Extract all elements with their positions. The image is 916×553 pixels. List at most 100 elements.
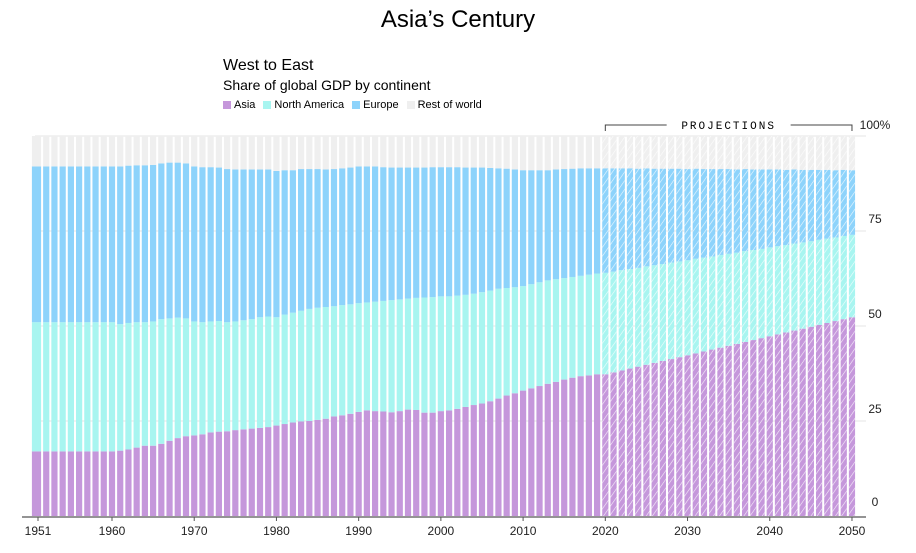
- projection-hatch: [791, 330, 798, 516]
- bar-north-america-1981: [281, 314, 288, 425]
- bar-rest-of-world-1972: [207, 136, 214, 168]
- bar-asia-1986: [322, 418, 329, 516]
- projection-hatch: [618, 270, 625, 371]
- bar-north-america-1986: [322, 307, 329, 419]
- projection-hatch: [758, 136, 765, 170]
- bar-north-america-1975: [232, 321, 239, 431]
- projection-hatch: [840, 319, 847, 516]
- projection-hatch: [824, 136, 831, 170]
- bar-europe-1990: [355, 166, 362, 304]
- projection-hatch: [766, 247, 773, 337]
- bar-rest-of-world-1996: [404, 136, 412, 168]
- projection-hatch: [741, 169, 749, 252]
- bar-asia-1992: [372, 411, 379, 516]
- bar-asia-1979: [265, 427, 272, 516]
- bar-rest-of-world-2013: [544, 136, 551, 171]
- projection-hatch: [783, 245, 790, 333]
- projection-hatch: [717, 136, 724, 170]
- bar-rest-of-world-2002: [454, 136, 461, 168]
- legend-item-europe: Europe: [352, 99, 399, 111]
- projection-hatch: [692, 168, 699, 259]
- bar-europe-1997: [413, 167, 420, 298]
- legend-label: Europe: [363, 99, 399, 111]
- projection-hatch: [741, 251, 749, 342]
- bar-europe-2015: [561, 169, 568, 279]
- projection-hatch: [700, 169, 708, 258]
- y-tick-label: 100%: [860, 118, 891, 132]
- bar-europe-1980: [273, 170, 280, 318]
- bar-asia-2013: [544, 383, 551, 516]
- bar-rest-of-world-1998: [421, 136, 428, 168]
- bar-asia-2017: [577, 376, 584, 516]
- bar-asia-1970: [191, 435, 198, 516]
- bar-europe-2003: [462, 167, 469, 295]
- legend-swatch: [352, 101, 361, 109]
- bar-asia-1951: [31, 451, 42, 516]
- projection-hatch: [676, 168, 683, 262]
- bar-rest-of-world-2008: [503, 136, 510, 169]
- projection-hatch: [651, 168, 658, 266]
- bar-north-america-1952: [43, 322, 50, 452]
- bar-north-america-2018: [585, 274, 592, 376]
- bar-north-america-1959: [100, 322, 107, 452]
- bar-asia-2011: [528, 388, 535, 516]
- bar-asia-1967: [166, 440, 173, 516]
- bar-rest-of-world-2014: [552, 136, 560, 170]
- projection-hatch: [766, 136, 773, 170]
- x-tick-label: 1960: [99, 524, 126, 538]
- bar-rest-of-world-1960: [108, 136, 116, 167]
- bar-europe-2007: [495, 168, 502, 289]
- bar-asia-1987: [330, 416, 338, 516]
- bar-north-america-1983: [298, 310, 305, 422]
- bar-rest-of-world-1995: [396, 136, 403, 168]
- projection-hatch: [774, 136, 782, 170]
- bar-asia-1962: [125, 449, 132, 516]
- legend-label: North America: [274, 99, 345, 111]
- bar-europe-2004: [470, 167, 477, 294]
- bracket-right: [790, 124, 853, 131]
- bar-north-america-2010: [519, 286, 527, 391]
- bar-europe-1991: [363, 166, 370, 303]
- bar-rest-of-world-2018: [585, 136, 592, 169]
- bar-asia-1964: [141, 445, 148, 516]
- bar-europe-1987: [330, 169, 338, 307]
- bar-asia-2000: [437, 411, 444, 516]
- bar-europe-1995: [396, 167, 403, 300]
- page-title: Asia’s Century: [380, 6, 536, 33]
- projection-hatch: [626, 168, 634, 269]
- bar-asia-1972: [207, 432, 214, 516]
- y-tick-label: 75: [868, 212, 882, 226]
- bar-rest-of-world-1973: [215, 136, 222, 168]
- bar-north-america-1951: [31, 322, 42, 452]
- projection-hatch: [659, 360, 666, 516]
- projection-hatch: [709, 349, 716, 516]
- bar-rest-of-world-2009: [511, 136, 518, 170]
- bar-asia-1960: [108, 451, 116, 516]
- projection-hatch: [684, 260, 691, 356]
- bar-rest-of-world-1975: [232, 136, 239, 170]
- projection-hatch: [840, 235, 847, 320]
- bar-asia-1975: [232, 430, 239, 516]
- projection-hatch: [643, 364, 650, 516]
- projection-hatch: [799, 169, 806, 243]
- bar-north-america-1996: [404, 298, 412, 410]
- bar-rest-of-world-1952: [43, 136, 50, 167]
- bar-north-america-1993: [380, 300, 387, 412]
- bar-north-america-1974: [224, 322, 231, 432]
- bar-europe-1960: [108, 166, 116, 323]
- bar-rest-of-world-1957: [84, 136, 91, 167]
- bar-europe-1953: [51, 166, 58, 323]
- bar-north-america-1995: [396, 299, 403, 412]
- projection-hatch: [667, 168, 675, 263]
- bar-asia-1956: [76, 451, 83, 516]
- bar-europe-1988: [339, 168, 346, 306]
- projection-hatch: [651, 265, 658, 363]
- bar-rest-of-world-1982: [289, 136, 296, 171]
- bar-europe-1951: [31, 166, 42, 323]
- bar-north-america-2006: [487, 290, 494, 402]
- bar-europe-1973: [215, 167, 222, 322]
- bar-north-america-1994: [388, 300, 395, 413]
- bar-north-america-2002: [454, 295, 461, 409]
- projection-hatch: [676, 261, 683, 358]
- bar-europe-1969: [182, 163, 190, 319]
